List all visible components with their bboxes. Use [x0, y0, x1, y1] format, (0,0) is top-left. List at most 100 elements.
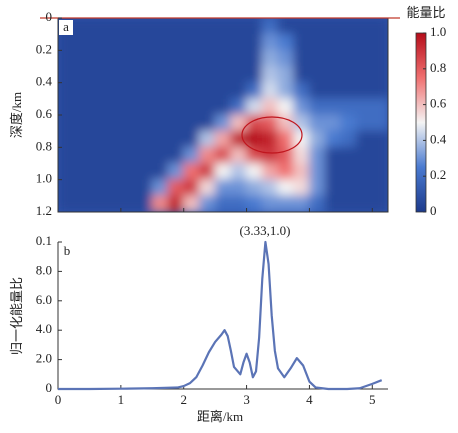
heat-cell — [356, 130, 373, 148]
heat-cell — [340, 49, 358, 67]
heat-cell — [371, 179, 388, 197]
heat-cell — [151, 163, 169, 181]
heat-cell — [167, 179, 185, 197]
heat-cell — [293, 49, 310, 67]
heat-cell — [88, 66, 106, 84]
heat-cell — [214, 179, 232, 197]
heat-cell — [198, 146, 216, 164]
heat-cell — [277, 33, 295, 51]
heat-cell — [246, 179, 263, 197]
heat-cell — [151, 18, 169, 35]
heat-cell — [88, 130, 106, 148]
annotation: (3.33,1.0) — [240, 223, 291, 238]
y-tick-label: 0.4 — [36, 74, 53, 89]
axis-lines — [57, 242, 388, 390]
heat-cell — [183, 66, 200, 84]
heat-cell — [58, 66, 75, 84]
heat-cell — [356, 146, 373, 164]
heat-cell — [183, 146, 200, 164]
heat-cell — [356, 98, 373, 116]
heat-cell — [214, 82, 232, 100]
heat-cell — [293, 146, 310, 164]
y-tick-label: 0.8 — [36, 138, 52, 153]
heat-cell — [371, 195, 388, 212]
heat-cell — [73, 146, 90, 164]
x-tick-label: 0 — [55, 392, 62, 407]
heat-cell — [261, 163, 279, 181]
heat-cell — [198, 163, 216, 181]
heat-cell — [340, 179, 358, 197]
heat-cell — [136, 82, 153, 100]
heat-cell — [183, 179, 200, 197]
heat-cell — [151, 195, 169, 212]
heat-cell — [104, 33, 122, 51]
y-tick-label: 1.0 — [36, 171, 52, 186]
heat-cell — [293, 18, 310, 35]
heat-cell — [324, 33, 342, 51]
heat-cell — [324, 18, 342, 35]
heat-cell — [58, 130, 75, 148]
heat-cell — [183, 49, 200, 67]
heat-cell — [58, 33, 75, 51]
heat-cell — [230, 82, 248, 100]
heat-cell — [308, 146, 326, 164]
heatmap — [58, 18, 388, 212]
heat-cell — [104, 66, 122, 84]
y-tick-label: 0.2 — [36, 41, 52, 56]
heat-cell — [73, 130, 90, 148]
heat-cell — [136, 114, 153, 132]
heat-cell — [308, 179, 326, 197]
heat-cell — [167, 82, 185, 100]
heat-cell — [230, 130, 248, 148]
heat-cell — [371, 33, 388, 51]
heat-cell — [151, 33, 169, 51]
x-tick-label: 2 — [180, 392, 187, 407]
heat-cell — [293, 98, 310, 116]
x-axis-label: 距离/km — [197, 409, 243, 424]
heat-cell — [151, 66, 169, 84]
heat-cell — [340, 18, 358, 35]
heat-cell — [73, 33, 90, 51]
heat-cell — [136, 146, 153, 164]
heat-cell — [88, 163, 106, 181]
heat-cell — [308, 195, 326, 212]
heat-cell — [371, 98, 388, 116]
heat-cell — [104, 49, 122, 67]
heat-cell — [371, 130, 388, 148]
heat-cell — [88, 98, 106, 116]
heat-cell — [246, 98, 263, 116]
heat-cell — [356, 195, 373, 212]
heat-cell — [183, 82, 200, 100]
heat-cell — [120, 179, 138, 197]
colorbar-title: 能量比 — [406, 5, 445, 20]
heat-cell — [120, 66, 138, 84]
heat-cell — [73, 82, 90, 100]
heat-cell — [293, 114, 310, 132]
panel-label: b — [64, 243, 71, 258]
heat-cell — [230, 33, 248, 51]
heat-cell — [340, 82, 358, 100]
heat-cell — [167, 18, 185, 35]
heat-cell — [167, 195, 185, 212]
heat-cell — [246, 82, 263, 100]
heat-cell — [261, 130, 279, 148]
heat-cell — [88, 82, 106, 100]
heat-cell — [214, 146, 232, 164]
heat-cell — [324, 98, 342, 116]
heat-cell — [214, 195, 232, 212]
heat-cell — [277, 146, 295, 164]
heat-cell — [198, 130, 216, 148]
heat-cell — [356, 49, 373, 67]
heat-cell — [58, 82, 75, 100]
heat-cell — [340, 146, 358, 164]
heat-cell — [151, 114, 169, 132]
heat-cell — [151, 82, 169, 100]
heat-cell — [340, 163, 358, 181]
heat-cell — [104, 195, 122, 212]
heat-cell — [183, 163, 200, 181]
heat-cell — [183, 98, 200, 116]
heat-cell — [120, 146, 138, 164]
heat-cell — [198, 49, 216, 67]
heat-cell — [277, 66, 295, 84]
highlight-ellipse — [241, 116, 303, 154]
